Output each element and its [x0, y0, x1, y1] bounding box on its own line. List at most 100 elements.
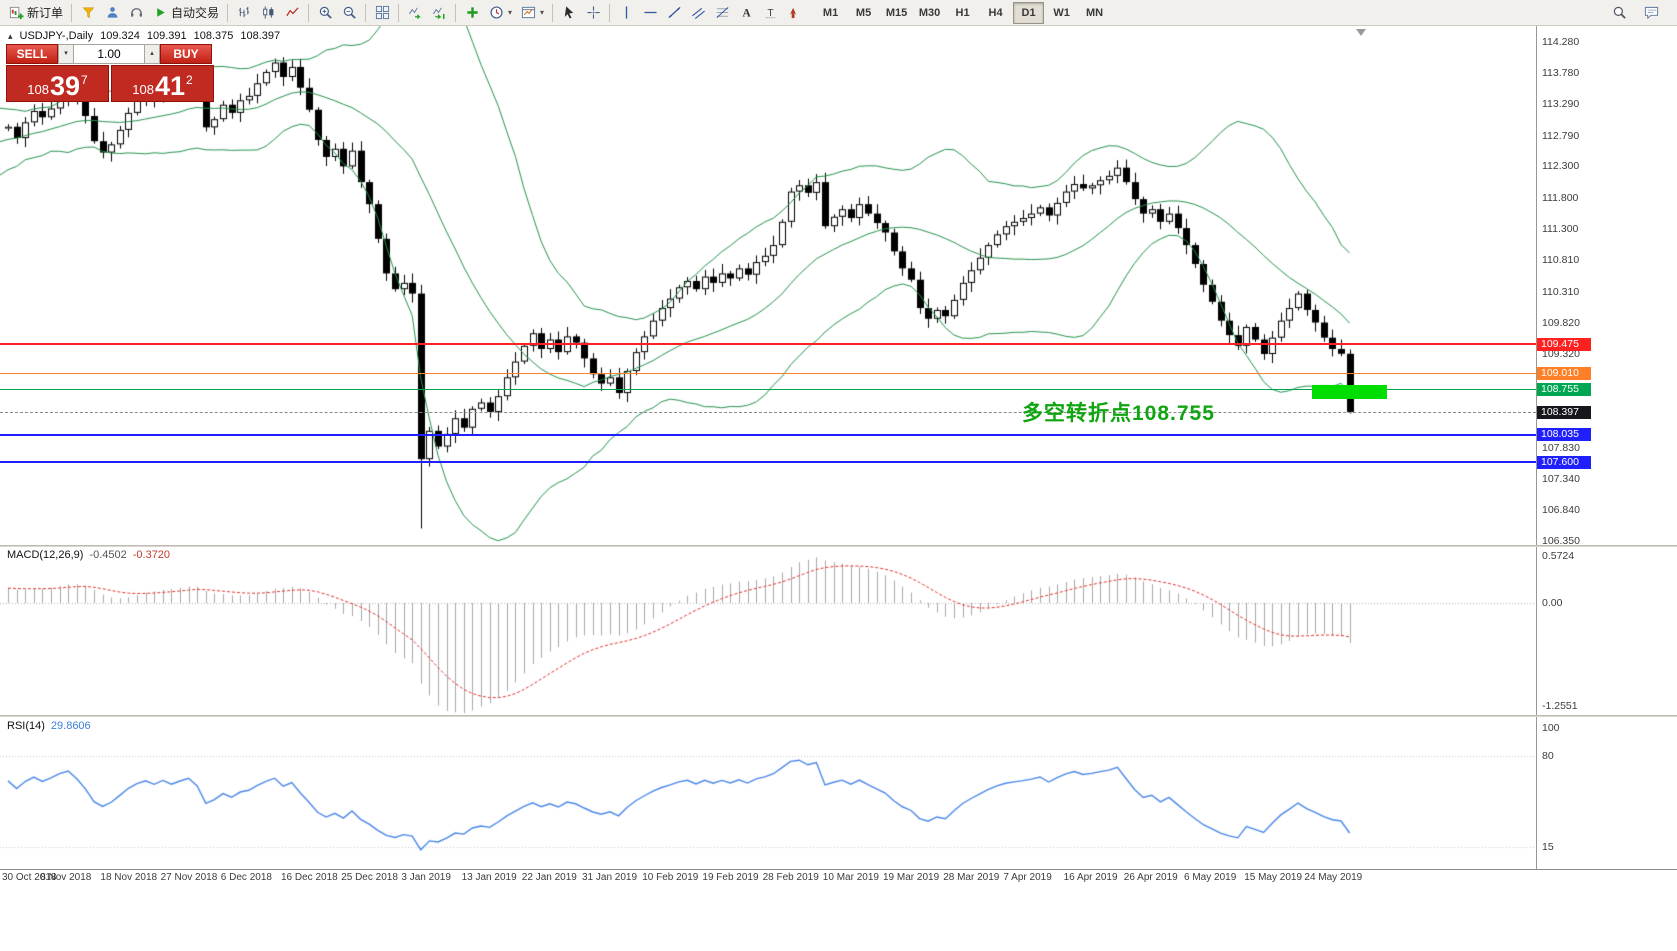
buy-price-display[interactable]: 108 41 2: [111, 65, 214, 102]
main-toolbar: 新订单 自动交易 ▾ ▾ A T M1 M5 M15 M30 H1 H4 D1 W1 MN: [0, 0, 1677, 26]
chart-shift-icon: [431, 5, 447, 21]
timeframe-m5-button[interactable]: M5: [855, 6, 872, 19]
date-label: 6 Dec 2018: [220, 872, 272, 883]
timeframe-m1-button[interactable]: M1: [822, 6, 839, 19]
arrows-button[interactable]: [782, 1, 806, 25]
time-axis[interactable]: 30 Oct 2018 8 Nov 2018 18 Nov 2018 27 Nov 2…: [0, 872, 1677, 888]
cursor-button[interactable]: [557, 1, 581, 25]
new-order-icon: [8, 5, 24, 21]
date-label: 19 Feb 2019: [702, 872, 759, 883]
rsi-pane-separator[interactable]: [0, 715, 1677, 717]
crosshair-button[interactable]: [581, 1, 605, 25]
metaeditor-button[interactable]: [76, 1, 100, 25]
rsi-scale-label: 15: [1542, 841, 1554, 853]
date-label: 22 Jan 2019: [521, 872, 577, 883]
sell-price-prefix: 108: [27, 82, 49, 98]
price-axis-label: 112.790: [1542, 129, 1580, 142]
one-click-price-row: 108 39 7 108 41 2: [6, 65, 214, 102]
pivot-highlight-rect[interactable]: [1312, 384, 1387, 400]
toolbar-separator: [71, 3, 73, 22]
price-axis-label: 111.300: [1542, 223, 1579, 236]
timeframe-h4-button[interactable]: H4: [988, 6, 1003, 19]
search-button[interactable]: [1607, 1, 1631, 25]
pivot-annotation-text[interactable]: 多空转折点108.755: [1022, 402, 1215, 425]
community-button[interactable]: [124, 1, 148, 25]
timeframe-toolbar: M1 M5 M15 M30 H1 H4 D1 W1 MN: [814, 1, 1111, 24]
date-label: 7 Apr 2019: [1003, 872, 1052, 883]
date-label: 3 Jan 2019: [401, 872, 451, 883]
timeframe-m30-button[interactable]: M30: [918, 6, 941, 19]
fibonacci-button[interactable]: [710, 1, 734, 25]
toolbar-separator: [552, 3, 554, 22]
candlestick-chart-button[interactable]: [256, 1, 280, 25]
toolbar-right-group: [1607, 1, 1673, 25]
funnel-icon: [80, 5, 96, 21]
zoom-out-button[interactable]: [337, 1, 361, 25]
sell-button[interactable]: SELL: [6, 44, 58, 64]
resistance-line-lower[interactable]: [0, 372, 1536, 374]
support-line-upper[interactable]: [0, 433, 1536, 436]
new-order-button[interactable]: 新订单: [4, 1, 67, 25]
vertical-line-button[interactable]: [614, 1, 638, 25]
ohlc-close: 108.397: [240, 30, 281, 42]
horizontal-line-button[interactable]: [638, 1, 662, 25]
trendline-button[interactable]: [662, 1, 686, 25]
candlestick-icon: [260, 5, 276, 21]
timeframe-w1-button[interactable]: W1: [1053, 6, 1070, 19]
indicators-button[interactable]: [460, 1, 484, 25]
timeframe-mn-button[interactable]: MN: [1086, 6, 1104, 19]
chart-shift-button[interactable]: [427, 1, 451, 25]
auto-scroll-button[interactable]: [403, 1, 427, 25]
volume-increase-button[interactable]: ▴: [145, 44, 160, 64]
templates-button[interactable]: ▾: [516, 1, 548, 25]
trendline-icon: [666, 5, 682, 21]
sell-price-display[interactable]: 108 39 7: [6, 65, 109, 102]
ohlc-low: 108.375: [193, 30, 234, 42]
rsi-value: 29.8606: [50, 720, 91, 732]
price-axis[interactable]: 114.280 113.780 113.290 112.790 112.300 111.8…: [1537, 26, 1677, 951]
timeframe-h1-button[interactable]: H1: [955, 6, 970, 19]
channel-button[interactable]: [686, 1, 710, 25]
timeframe-d1-button[interactable]: D1: [1013, 1, 1045, 24]
rsi-scale-label: 100: [1542, 722, 1560, 734]
autotrading-button[interactable]: 自动交易: [148, 1, 223, 25]
chart-shift-marker[interactable]: [1356, 29, 1366, 36]
volume-input[interactable]: [73, 44, 145, 64]
macd-pane-separator[interactable]: [0, 545, 1677, 547]
periods-button[interactable]: ▾: [484, 1, 516, 25]
buy-button[interactable]: BUY: [160, 44, 212, 64]
toolbar-separator: [455, 3, 457, 22]
chart-window: ▴ USDJPY-,Daily 109.324 109.391 108.375 …: [0, 26, 1677, 951]
pivot-line[interactable]: [0, 388, 1536, 390]
timeframe-m15-button[interactable]: M15: [885, 6, 908, 19]
price-chart-canvas[interactable]: [0, 26, 1536, 869]
support-line-lower[interactable]: [0, 461, 1536, 464]
chat-button[interactable]: [1639, 1, 1663, 25]
price-axis-label: 109.320: [1542, 348, 1580, 361]
resistance-line-upper[interactable]: [0, 343, 1536, 346]
line-chart-button[interactable]: [280, 1, 304, 25]
label-button[interactable]: T: [758, 1, 782, 25]
search-icon: [1611, 5, 1627, 21]
toolbar-separator: [365, 3, 367, 22]
zoom-in-button[interactable]: [313, 1, 337, 25]
bid-price-line: [0, 411, 1536, 413]
text-button[interactable]: A: [734, 1, 758, 25]
tile-windows-button[interactable]: [370, 1, 394, 25]
date-label: 13 Jan 2019: [461, 872, 517, 883]
market-watch-button[interactable]: [100, 1, 124, 25]
chart-objects-overlay: [0, 26, 1536, 869]
price-axis-label: 106.350: [1542, 535, 1580, 547]
price-axis-separator: [1536, 26, 1537, 869]
bar-chart-button[interactable]: [232, 1, 256, 25]
panel-collapse-icon[interactable]: ▴: [8, 30, 13, 41]
buy-price-big: 41: [154, 71, 186, 102]
fibonacci-icon: [714, 5, 730, 21]
zoom-out-icon: [341, 5, 357, 21]
macd-label: MACD(12,26,9): [7, 549, 84, 561]
rsi-indicator-header: RSI(14) 29.8606: [7, 720, 91, 732]
volume-decrease-button[interactable]: ▾: [58, 44, 73, 64]
price-axis-label: 106.840: [1542, 504, 1580, 517]
toolbar-left-group: 新订单 自动交易 ▾ ▾ A T: [4, 1, 806, 25]
date-label: 16 Dec 2018: [281, 872, 338, 883]
